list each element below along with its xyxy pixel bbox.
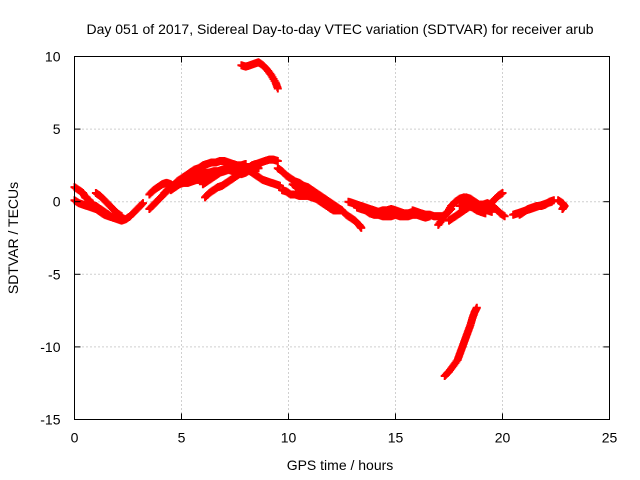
series-arc-11 xyxy=(241,162,284,190)
series-arc-01 xyxy=(70,183,147,225)
x-tick-label: 15 xyxy=(388,430,404,446)
y-tick-label: 10 xyxy=(45,49,61,65)
x-tick-label: 25 xyxy=(602,430,618,446)
data-point xyxy=(498,188,507,197)
data-point xyxy=(137,200,146,209)
x-tick-label: 0 xyxy=(71,430,79,446)
data-point xyxy=(558,204,567,213)
axis-ticks: 0 5 10 15 20 25 10 5 0 -5 -10 -15 xyxy=(40,49,617,446)
series-arc-24 xyxy=(515,196,558,219)
x-tick-label: 10 xyxy=(281,430,297,446)
data-point xyxy=(472,303,481,312)
x-tick-label: 20 xyxy=(495,430,511,446)
data-point xyxy=(500,212,509,221)
chart-title: Day 051 of 2017, Sidereal Day-to-day VTE… xyxy=(86,21,593,37)
series-arc-25 xyxy=(554,196,569,213)
y-axis-label: SDTVAR / TECUs xyxy=(5,182,21,294)
data-point xyxy=(273,157,282,166)
grid-lines xyxy=(74,56,610,420)
data-point xyxy=(138,199,147,208)
x-tick-label: 5 xyxy=(178,430,186,446)
data-point xyxy=(117,212,126,221)
plot-frame xyxy=(74,56,610,420)
y-tick-label: -15 xyxy=(40,412,60,428)
series-arc-26 xyxy=(440,303,481,380)
data-point xyxy=(273,84,282,93)
y-tick-label: 5 xyxy=(53,121,61,137)
series-arc-15 xyxy=(288,180,340,215)
y-tick-label: -10 xyxy=(40,339,60,355)
y-tick-label: -5 xyxy=(48,266,61,282)
series-arc-03 xyxy=(91,188,126,221)
data-point xyxy=(275,181,284,190)
series-arc-02 xyxy=(70,196,126,222)
series-arc-12 xyxy=(237,58,282,93)
x-axis-label: GPS time / hours xyxy=(287,457,394,473)
data-point xyxy=(331,206,340,215)
data-points xyxy=(70,58,569,380)
data-point xyxy=(357,223,366,232)
series-arc-22 xyxy=(462,193,509,221)
y-tick-label: 0 xyxy=(53,194,61,210)
